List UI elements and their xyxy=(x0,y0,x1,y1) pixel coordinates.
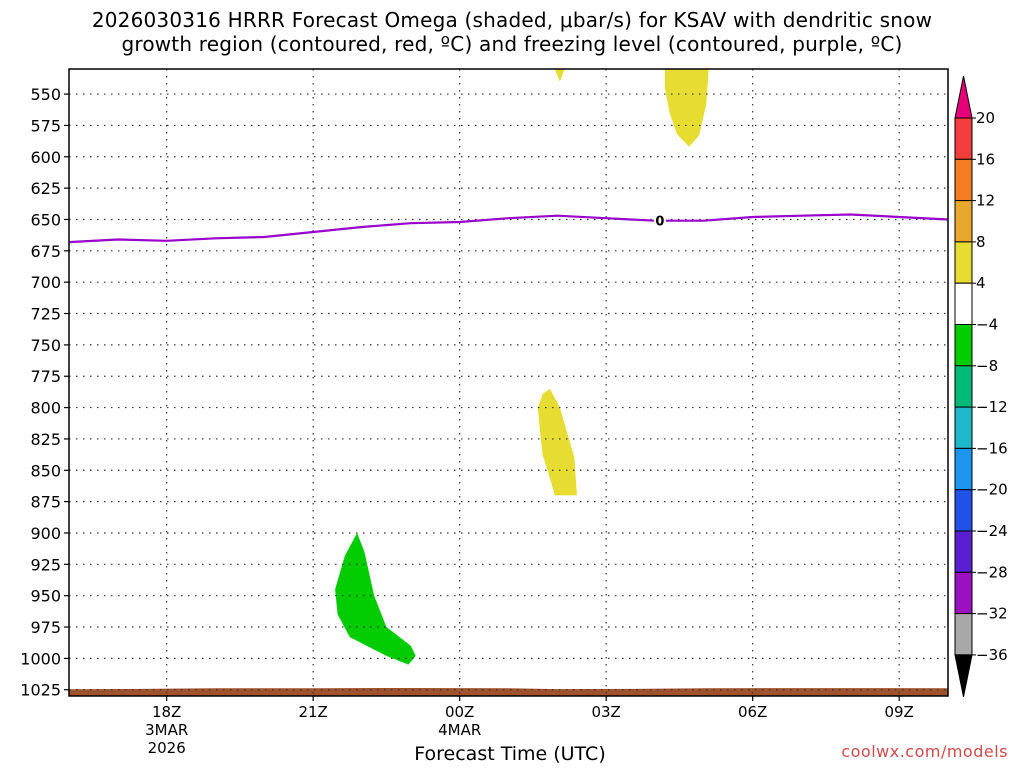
x-tick-year-label: 2026 xyxy=(148,739,186,757)
colorbar-label: −20 xyxy=(976,481,1008,499)
x-tick-label: 00Z xyxy=(445,703,474,721)
grid-lines xyxy=(69,69,948,696)
terrain-fill xyxy=(69,688,948,696)
colorbar-segment xyxy=(954,406,973,449)
freezing-level-label: 0 xyxy=(655,215,664,230)
colorbar-label: −4 xyxy=(976,316,998,334)
y-tick-label: 825 xyxy=(30,430,61,449)
y-tick-label: 800 xyxy=(30,399,61,418)
y-tick-label: 600 xyxy=(30,148,61,167)
colorbar-segment xyxy=(954,489,973,532)
colorbar-segment xyxy=(954,200,973,243)
colorbar-label: 20 xyxy=(976,109,995,127)
colorbar-label: 12 xyxy=(976,192,995,210)
colorbar-label: 4 xyxy=(976,274,986,292)
colorbar-segment xyxy=(954,282,973,326)
y-tick-label: 950 xyxy=(30,587,61,606)
watermark-url: coolwx.com/models xyxy=(841,742,1008,761)
colorbar-label: −28 xyxy=(976,563,1008,581)
colorbar-top-triangle xyxy=(954,75,973,119)
y-tick-label: 925 xyxy=(30,555,61,574)
y-tick-label: 650 xyxy=(30,210,61,229)
colorbar-label: −16 xyxy=(976,439,1008,457)
freezing-level-contour xyxy=(69,213,948,244)
y-tick-label: 725 xyxy=(30,305,61,324)
y-tick-label: 700 xyxy=(30,273,61,292)
freezing-level-label-bg xyxy=(653,212,666,228)
y-tick-label: 850 xyxy=(30,461,61,480)
chart-title-line2: growth region (contoured, red, ºC) and f… xyxy=(121,32,903,56)
omega-region-ascent-upper-b xyxy=(664,69,709,147)
colorbar: 20 16 12 8 4 −4 −8 −12 −16 −20 −24 −28 −32 −36 xyxy=(954,75,1008,697)
y-tick-label: 1000 xyxy=(20,649,61,668)
y-tick-label: 750 xyxy=(30,336,61,355)
x-tick-date-label: 3MAR xyxy=(145,721,188,739)
colorbar-segment xyxy=(954,613,973,656)
colorbar-label: −32 xyxy=(976,605,1008,623)
y-tick-label: 775 xyxy=(30,367,61,386)
colorbar-segment xyxy=(954,324,973,367)
colorbar-segment xyxy=(954,158,973,202)
plot-contours: 0 xyxy=(69,212,948,244)
colorbar-label: 8 xyxy=(976,233,986,251)
omega-region-descent-low xyxy=(335,533,416,665)
colorbar-segment xyxy=(954,365,973,408)
y-tick-label: 625 xyxy=(30,179,61,198)
plot-fills xyxy=(69,69,948,696)
x-tick-label: 09Z xyxy=(884,703,913,721)
colorbar-label: −36 xyxy=(976,646,1008,664)
colorbar-label: −8 xyxy=(976,357,998,375)
colorbar-label: −24 xyxy=(976,522,1008,540)
colorbar-segment xyxy=(954,241,973,284)
y-tick-label: 1025 xyxy=(20,681,61,700)
chart-title: 2026030316 HRRR Forecast Omega (shaded, … xyxy=(0,8,1024,56)
y-tick-label: 575 xyxy=(30,116,61,135)
colorbar-bottom-triangle xyxy=(954,654,973,697)
y-axis: 550 575 600 625 650 675 700 725 750 775 800 825 850 8… xyxy=(20,85,69,700)
omega-region-ascent-upper-a xyxy=(554,69,565,82)
x-tick-label: 03Z xyxy=(591,703,620,721)
colorbar-label: −12 xyxy=(976,398,1008,416)
y-tick-label: 975 xyxy=(30,618,61,637)
y-tick-label: 675 xyxy=(30,242,61,261)
chart-title-line1: 2026030316 HRRR Forecast Omega (shaded, … xyxy=(91,8,933,32)
colorbar-label: 16 xyxy=(976,150,995,168)
y-tick-label: 550 xyxy=(30,85,61,104)
x-axis-title: Forecast Time (UTC) xyxy=(414,743,606,765)
omega-region-ascent-mid xyxy=(537,388,577,496)
colorbar-segment xyxy=(954,447,973,491)
x-tick-label: 06Z xyxy=(738,703,767,721)
colorbar-segment xyxy=(954,571,973,615)
y-tick-label: 875 xyxy=(30,493,61,512)
x-tick-label: 21Z xyxy=(298,703,327,721)
colorbar-segment xyxy=(954,117,973,160)
x-tick-label: 18Z xyxy=(152,703,181,721)
y-tick-label: 900 xyxy=(30,524,61,543)
colorbar-segment xyxy=(954,530,973,573)
plot-frame xyxy=(68,68,949,697)
x-tick-date-label: 4MAR xyxy=(438,721,481,739)
